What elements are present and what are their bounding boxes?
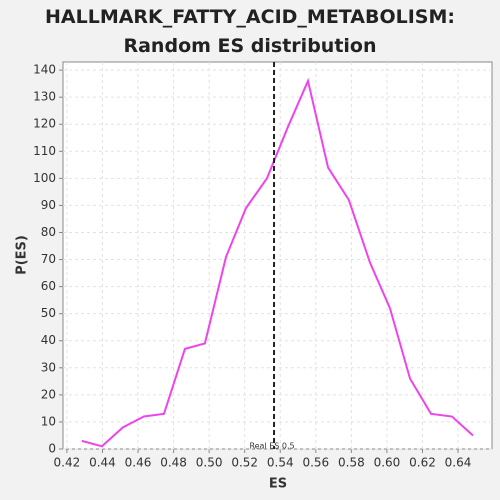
y-tick-label: 60	[41, 279, 56, 293]
y-tick-label: 100	[33, 171, 56, 185]
x-tick-label: 0.60	[374, 456, 401, 470]
x-tick-label: 0.50	[196, 456, 223, 470]
line	[81, 77, 474, 448]
x-tick-label: 0.42	[54, 456, 81, 470]
y-tick-label: 50	[41, 306, 56, 320]
x-tick-label: 0.58	[338, 456, 365, 470]
y-tick-label: 120	[33, 117, 56, 131]
y-tick-label: 140	[33, 63, 56, 77]
y-tick-label: 0	[48, 442, 56, 456]
x-tick-label: 0.46	[125, 456, 152, 470]
chart-title: HALLMARK_FATTY_ACID_METABOLISM: Random E…	[45, 6, 455, 57]
y-tick-label: 90	[41, 198, 56, 212]
x-tick-label: 0.48	[160, 456, 187, 470]
y-tick-label: 70	[41, 252, 56, 266]
plot-area	[62, 61, 493, 450]
x-tick-label: 0.62	[409, 456, 436, 470]
x-tick-label: 0.56	[302, 456, 329, 470]
y-tick-label: 130	[33, 90, 56, 104]
y-tick-label: 110	[33, 144, 56, 158]
x-tick-label: 0.44	[89, 456, 116, 470]
y-tick-label: 40	[41, 333, 56, 347]
y-tick-label: 10	[41, 414, 56, 428]
real-es-label: Real ES 0.5	[249, 442, 294, 451]
y-tick-label: 20	[41, 387, 56, 401]
y-axis-label: P(ES)	[15, 235, 30, 275]
x-tick-label: 0.54	[267, 456, 294, 470]
x-tick-label: 0.52	[231, 456, 258, 470]
x-axis-label: ES	[269, 477, 287, 492]
y-tick-label: 30	[41, 360, 56, 374]
y-tick-label: 80	[41, 225, 56, 239]
x-tick-label: 0.64	[445, 456, 472, 470]
